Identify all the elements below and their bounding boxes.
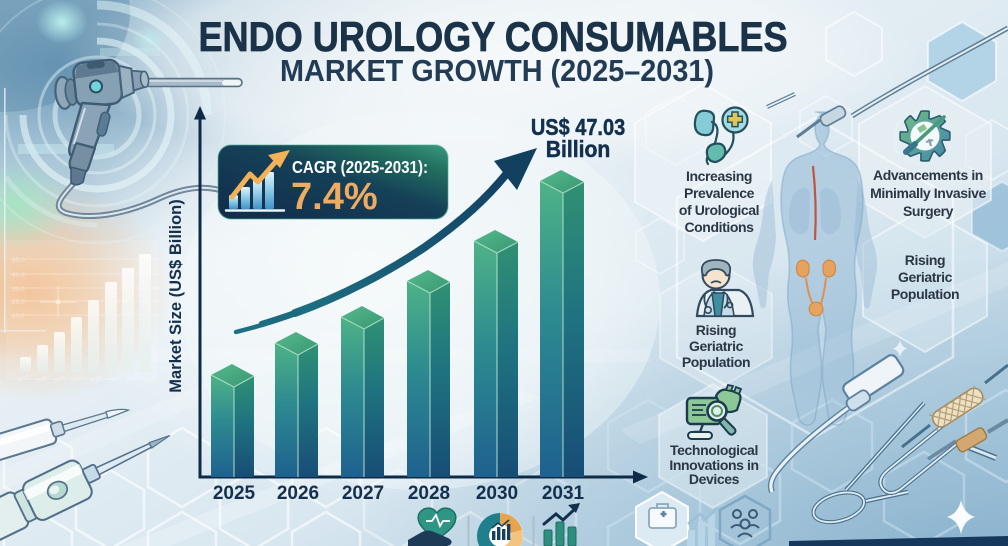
svg-text:7.4%: 7.4% xyxy=(291,176,378,218)
svg-text:Technological: Technological xyxy=(670,442,758,458)
svg-text:2028: 2028 xyxy=(89,375,103,384)
svg-text:Minimally Invasive: Minimally Invasive xyxy=(870,185,986,201)
svg-text:2025: 2025 xyxy=(17,374,31,383)
svg-text:25.0: 25.0 xyxy=(12,299,25,306)
svg-text:Population: Population xyxy=(891,286,959,302)
svg-text:Advancements in: Advancements in xyxy=(873,167,983,183)
svg-text:2027: 2027 xyxy=(342,483,384,504)
svg-text:30.0: 30.0 xyxy=(12,286,25,293)
svg-text:of Urological: of Urological xyxy=(679,202,759,218)
svg-text:ENDO UROLOGY CONSUMABLES: ENDO UROLOGY CONSUMABLES xyxy=(198,15,787,61)
svg-text:Billion: Billion xyxy=(546,136,611,162)
svg-text:10.0: 10.0 xyxy=(12,313,25,320)
svg-text:2025: 2025 xyxy=(213,483,256,504)
svg-text:Rising: Rising xyxy=(696,322,736,338)
svg-text:2027: 2027 xyxy=(71,375,85,384)
svg-text:40.0: 40.0 xyxy=(12,272,25,279)
svg-text:Prevalence: Prevalence xyxy=(684,185,755,201)
svg-text:2026: 2026 xyxy=(53,375,67,384)
svg-text:Market Size (US$ Billion): Market Size (US$ Billion) xyxy=(167,199,185,392)
svg-text:2025: 2025 xyxy=(35,375,49,384)
svg-text:2030: 2030 xyxy=(476,483,518,504)
svg-text:Innovations in: Innovations in xyxy=(669,457,758,473)
svg-text:Geriatric: Geriatric xyxy=(689,338,744,354)
svg-text:2029: 2029 xyxy=(107,375,121,384)
svg-text:Surgery: Surgery xyxy=(903,203,954,219)
svg-text:2030: 2030 xyxy=(125,375,139,384)
svg-text:Conditions: Conditions xyxy=(684,219,754,235)
svg-text:2031: 2031 xyxy=(143,375,157,384)
svg-text:MARKET GROWTH (2025–2031): MARKET GROWTH (2025–2031) xyxy=(280,54,714,88)
svg-text:Population: Population xyxy=(682,354,750,370)
svg-text:35.0: 35.0 xyxy=(12,257,25,264)
svg-text:2031: 2031 xyxy=(542,483,585,504)
svg-text:CAGR (2025-2031):: CAGR (2025-2031): xyxy=(292,157,428,178)
svg-text:Increasing: Increasing xyxy=(686,168,752,184)
svg-text:2028: 2028 xyxy=(408,483,450,504)
svg-text:2026: 2026 xyxy=(277,483,319,504)
svg-text:Geriatric: Geriatric xyxy=(898,269,953,285)
svg-text:US$ 47.03: US$ 47.03 xyxy=(531,113,625,140)
svg-text:Rising: Rising xyxy=(905,252,945,268)
svg-text:Devices: Devices xyxy=(689,471,740,487)
